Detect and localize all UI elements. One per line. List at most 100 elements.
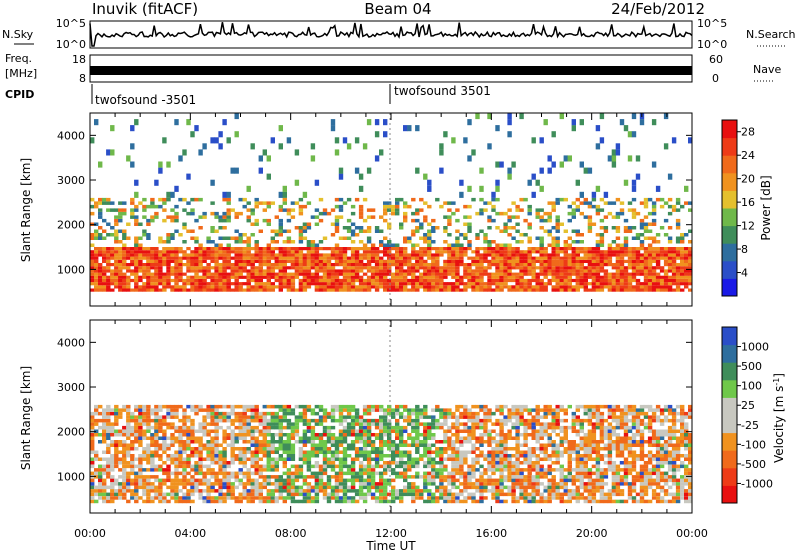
echo-cell xyxy=(643,215,649,219)
echo-cell xyxy=(178,266,183,270)
echo-cell xyxy=(230,492,235,497)
echo-cell xyxy=(499,256,504,260)
echo-cell xyxy=(463,461,468,465)
echo-cell xyxy=(684,263,689,267)
echo-cell xyxy=(354,429,360,433)
echo-cell xyxy=(663,285,669,289)
echo-cell xyxy=(599,218,605,223)
echo-cell xyxy=(302,454,308,458)
echo-cell xyxy=(419,443,424,447)
echo-cell xyxy=(623,236,629,240)
echo-cell xyxy=(387,285,392,289)
echo-cell xyxy=(523,282,528,286)
echo-cell xyxy=(499,229,504,233)
echo-cell xyxy=(158,468,163,472)
echo-cell xyxy=(451,457,456,461)
echo-cell xyxy=(599,282,605,286)
echo-cell xyxy=(547,167,552,174)
echo-cell xyxy=(342,471,348,476)
echo-cell xyxy=(639,269,645,273)
echo-cell xyxy=(471,197,476,202)
echo-cell xyxy=(631,215,637,219)
echo-cell xyxy=(575,282,580,286)
echo-cell xyxy=(210,454,215,458)
echo-cell xyxy=(182,418,187,423)
echo-cell xyxy=(90,440,95,444)
echo-cell xyxy=(358,266,364,270)
echo-cell xyxy=(567,211,572,216)
echo-cell xyxy=(214,447,219,451)
echo-cell xyxy=(587,250,593,254)
echo-cell xyxy=(306,454,312,458)
echo-cell xyxy=(587,215,593,219)
echo-cell xyxy=(443,226,448,230)
echo-cell xyxy=(675,275,681,279)
echo-cell xyxy=(527,272,532,276)
echo-cell xyxy=(90,137,95,144)
echo-cell xyxy=(262,425,267,430)
echo-cell xyxy=(202,447,207,451)
echo-cell xyxy=(407,282,412,286)
echo-cell xyxy=(439,415,444,419)
echo-cell xyxy=(439,485,444,490)
echo-cell xyxy=(583,250,588,254)
echo-cell xyxy=(399,457,404,461)
echo-cell xyxy=(431,240,436,244)
echo-cell xyxy=(246,418,251,423)
echo-cell xyxy=(403,263,408,267)
echo-cell xyxy=(134,415,139,419)
echo-cell xyxy=(298,282,304,286)
echo-cell xyxy=(146,204,151,209)
echo-cell xyxy=(567,218,572,223)
echo-cell xyxy=(186,478,191,483)
echo-cell xyxy=(539,263,544,267)
echo-cell xyxy=(471,482,476,486)
echo-cell xyxy=(647,278,653,283)
echo-cell xyxy=(346,496,352,500)
echo-cell xyxy=(334,482,340,486)
echo-cell xyxy=(439,425,444,430)
echo-cell xyxy=(688,288,693,292)
echo-cell xyxy=(258,269,263,273)
echo-cell xyxy=(158,422,163,426)
echo-cell xyxy=(326,475,332,479)
echo-cell xyxy=(374,408,380,412)
echo-cell xyxy=(350,499,356,504)
echo-cell xyxy=(150,201,155,205)
echo-cell xyxy=(338,253,344,257)
echo-cell xyxy=(455,468,460,472)
echo-cell xyxy=(258,256,263,260)
echo-cell xyxy=(282,443,287,447)
echo-cell xyxy=(94,485,99,490)
echo-cell xyxy=(294,272,300,276)
echo-cell xyxy=(439,450,444,454)
echo-cell xyxy=(423,485,428,490)
echo-cell xyxy=(310,275,316,279)
echo-cell xyxy=(242,461,247,465)
echo-cell xyxy=(178,247,183,251)
echo-cell xyxy=(583,256,588,260)
echo-cell xyxy=(138,201,143,205)
echo-cell xyxy=(358,489,364,493)
echo-cell xyxy=(374,247,380,251)
echo-cell xyxy=(114,218,119,223)
echo-cell xyxy=(190,418,195,423)
echo-cell xyxy=(443,422,448,426)
echo-cell xyxy=(182,256,187,260)
echo-cell xyxy=(134,471,139,476)
echo-cell xyxy=(370,243,376,247)
echo-cell xyxy=(242,422,247,426)
echo-cell xyxy=(350,253,356,257)
echo-cell xyxy=(330,404,336,409)
echo-cell xyxy=(194,259,199,263)
echo-cell xyxy=(463,404,468,409)
echo-cell xyxy=(423,461,428,465)
echo-cell xyxy=(631,259,637,263)
echo-cell xyxy=(314,450,320,454)
echo-cell xyxy=(419,278,424,283)
echo-cell xyxy=(118,259,123,263)
echo-cell xyxy=(266,222,271,226)
echo-cell xyxy=(222,475,227,479)
echo-cell xyxy=(170,461,175,465)
echo-cell xyxy=(535,272,540,276)
